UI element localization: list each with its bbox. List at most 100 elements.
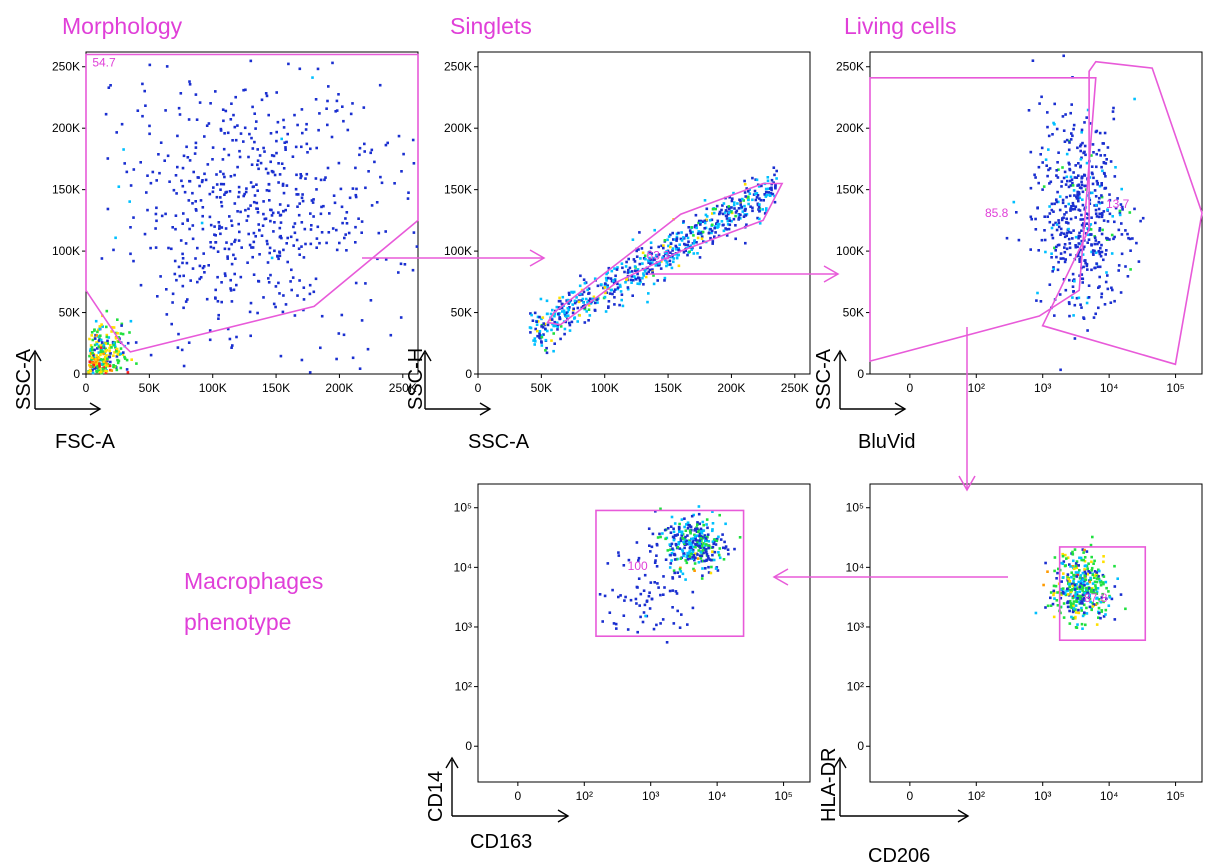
event-dot (1077, 242, 1081, 245)
event-dot (141, 114, 144, 118)
event-dot (562, 309, 566, 313)
event-dot (1078, 192, 1081, 196)
event-dot (1068, 163, 1071, 166)
event-dot (326, 123, 329, 127)
event-dot (1085, 262, 1089, 266)
event-dot (693, 569, 696, 572)
event-dot (194, 200, 197, 203)
event-dot (689, 542, 693, 545)
event-dot (278, 292, 281, 295)
event-dot (711, 528, 714, 531)
event-dot (615, 627, 618, 630)
event-dot (724, 545, 728, 548)
y-indicator-head (833, 756, 847, 769)
event-dot (166, 154, 170, 158)
event-dot (1080, 609, 1083, 612)
event-dot (730, 199, 734, 203)
event-dot (194, 146, 198, 149)
event-dot (230, 102, 233, 105)
y-tick-label: 150K (444, 183, 472, 197)
event-dot (544, 338, 548, 342)
event-dot (273, 249, 276, 253)
event-dot (1093, 570, 1097, 573)
event-dot (1050, 208, 1054, 212)
event-dot (696, 236, 700, 240)
event-dot (600, 283, 603, 286)
event-dot (104, 361, 108, 365)
event-dot (96, 347, 99, 350)
event-dot (1056, 571, 1059, 575)
event-dot (614, 274, 617, 278)
event-dot (710, 229, 714, 233)
event-dot (149, 181, 153, 185)
event-dot (146, 174, 149, 177)
event-dot (676, 571, 679, 574)
event-dot (673, 558, 677, 561)
event-dot (1095, 597, 1098, 600)
event-dot (669, 548, 672, 551)
event-dot (154, 246, 158, 249)
event-dot (95, 357, 98, 361)
gate-percent: 54.7 (92, 56, 116, 70)
event-dot (1082, 558, 1085, 562)
event-dot (252, 185, 255, 188)
event-dot (1053, 202, 1056, 206)
event-dot (702, 542, 705, 545)
event-dot (1061, 201, 1065, 205)
event-dot (256, 189, 259, 192)
event-dot (300, 245, 303, 248)
event-dot (1030, 217, 1033, 221)
event-dot (244, 208, 247, 212)
event-dot (668, 259, 672, 263)
event-dot (1052, 584, 1056, 588)
event-dot (1072, 600, 1076, 603)
event-dot (301, 199, 305, 203)
event-dot (755, 178, 759, 182)
event-dot (132, 168, 136, 171)
event-dot (155, 179, 158, 182)
event-dot (1124, 229, 1127, 232)
event-dot (696, 553, 699, 556)
event-dot (1097, 610, 1100, 614)
event-dot (622, 614, 626, 617)
event-dot (1059, 227, 1063, 231)
event-dot (284, 208, 287, 212)
event-dot (120, 322, 124, 326)
event-dot (164, 109, 167, 112)
event-dot (711, 522, 715, 525)
event-dot (734, 237, 737, 241)
event-dot (1067, 237, 1071, 241)
event-dot (1080, 606, 1083, 610)
event-dot (1079, 143, 1083, 146)
event-dot (1064, 553, 1067, 557)
event-dot (725, 234, 729, 237)
event-dot (1089, 578, 1093, 581)
event-dot (685, 542, 689, 546)
event-dot (531, 319, 535, 322)
event-dot (214, 297, 217, 300)
event-dot (635, 585, 639, 589)
event-dot (1100, 195, 1104, 199)
event-dot (335, 99, 339, 103)
event-dot (617, 551, 620, 554)
event-dot (1075, 583, 1078, 586)
event-dot (1098, 285, 1101, 288)
event-dot (727, 212, 730, 216)
event-dot (234, 138, 238, 142)
event-dot (716, 222, 720, 226)
event-dot (126, 341, 130, 345)
event-dot (1056, 190, 1059, 194)
event-dot (163, 159, 166, 162)
event-dot (723, 211, 727, 214)
event-dot (1104, 175, 1107, 178)
event-dot (1067, 148, 1071, 152)
event-dot (344, 217, 347, 220)
event-dot (606, 285, 609, 289)
event-dot (1118, 213, 1122, 217)
event-dot (554, 324, 557, 328)
event-dot (1071, 237, 1074, 240)
y-tick-label: 10⁴ (453, 560, 472, 574)
event-dot (400, 170, 403, 173)
event-dot (581, 297, 585, 301)
event-dot (245, 187, 248, 190)
